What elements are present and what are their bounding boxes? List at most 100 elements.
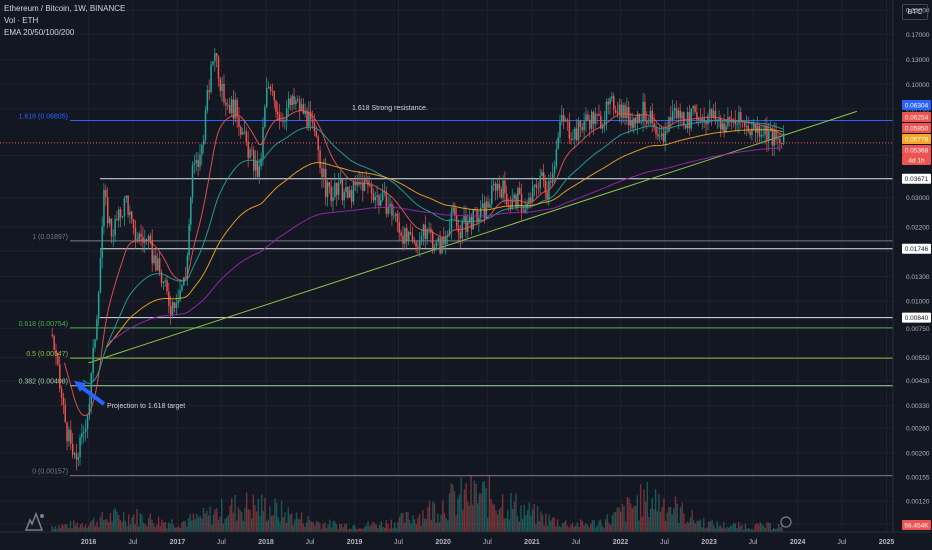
volume-bar [383,527,386,532]
candle-body [293,95,295,105]
volume-bar [495,510,497,532]
candle-body [240,126,242,135]
candle-body [60,389,63,398]
volume-bar [355,528,358,532]
candle-body [362,183,364,191]
candle-body [492,183,495,186]
candle-body [267,86,270,89]
volume-bar [254,504,256,532]
volume-bar [611,515,614,532]
candle-body [745,125,748,127]
volume-bar [430,520,432,532]
volume-bar [408,520,411,532]
candle-body [723,123,725,133]
volume-bar [350,529,353,532]
volume-bar [226,517,228,532]
volume-bar [96,521,98,532]
candle-body [206,90,209,111]
candle-body [285,108,288,121]
candle-body [191,165,194,198]
volume-bar [445,518,447,532]
volume-bar [279,521,281,532]
symbol-title: Ethereum / Bitcoin, 1W, BINANCE [4,4,126,13]
candle-body [657,134,659,137]
candle-body [125,195,128,199]
volume-bar [121,521,123,532]
candle-body [254,161,257,171]
candle-body [380,200,382,206]
volume-bar [344,524,346,532]
volume-bar [349,528,351,532]
volume-bar [206,510,208,532]
volume-bar [171,519,173,532]
volume-bar [678,522,680,532]
candle-body [592,111,595,125]
volume-bar [186,526,188,532]
candle-body [243,131,246,133]
volume-bar [66,524,68,532]
candle-body [646,120,648,124]
fib-level-label: 1 (0.01897) [32,234,68,241]
candle-body [88,403,91,416]
volume-bar [438,522,441,532]
candle-body [568,121,571,139]
candle-body [771,128,774,146]
volume-bar [398,516,401,532]
volume-bar [250,518,253,532]
candle-body [714,110,717,122]
volume-bar [543,525,545,532]
candle-body [202,139,205,145]
volume-bar [525,515,527,532]
candle-body [500,189,502,198]
candle-body [677,110,680,118]
volume-bar [395,528,397,532]
volume-bar [131,517,133,532]
volume-bar [239,509,241,532]
volume-bar [320,528,323,532]
volume-bar [159,525,161,532]
volume-bar [63,525,65,532]
volume-bar [312,521,314,532]
y-tick-label: 0.22000 [906,8,930,15]
candle-body [130,211,133,220]
tradingview-logo-icon[interactable] [22,508,48,534]
volume-bar [500,507,502,532]
candle-body [221,84,223,91]
ema-legend: EMA 20/50/100/200 [4,28,75,37]
candle-body [773,131,776,146]
candle-body [670,117,672,120]
candle-body [601,125,604,129]
currency-badge[interactable]: BTC [902,4,928,20]
candle-body [166,280,168,292]
candle-body [426,229,428,240]
volume-bar [152,523,155,532]
candle-body [494,183,497,191]
volume-bar [377,528,379,532]
price-tag-box [902,123,931,133]
candle-body [144,239,146,243]
volume-bar [742,529,745,532]
candle-body [53,335,55,350]
volume-bar [151,519,153,532]
fib-level-label: 0 (0.00157) [32,469,68,476]
price-tag-label: 0.06304 [905,103,929,110]
volume-bar [491,503,494,532]
candle-body [184,277,187,278]
volume-bar [623,505,625,532]
y-tick-label: 0.00430 [906,378,930,385]
candle-body [337,182,340,195]
candle-body [709,109,711,116]
candle-body [701,118,704,122]
volume-bar [161,519,163,532]
volume-bar [435,522,437,532]
candle-body [212,61,214,65]
price-tag-label: 0.06254 [905,115,929,122]
price-tag-box [902,134,931,144]
volume-bar [530,515,532,532]
candle-body [415,242,417,247]
volume-bar [207,515,210,532]
candle-body [134,228,137,242]
candle-body [779,138,781,144]
